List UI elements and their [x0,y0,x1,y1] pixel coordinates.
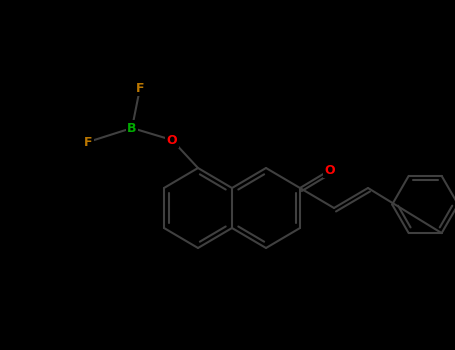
Text: B: B [127,121,137,134]
Text: O: O [325,163,335,176]
Text: F: F [136,82,144,95]
Text: F: F [84,135,92,148]
Text: O: O [167,133,177,147]
